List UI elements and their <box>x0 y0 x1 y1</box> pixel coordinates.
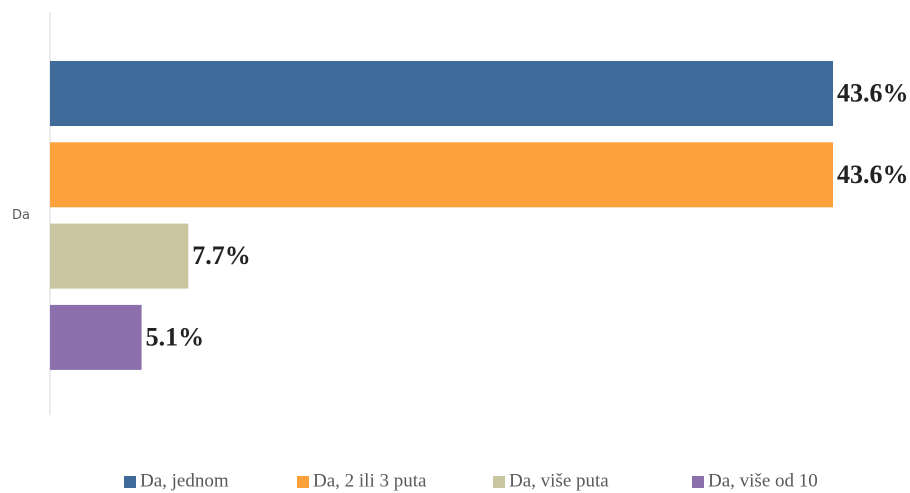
data-label: 5.1% <box>146 322 205 351</box>
legend-label: Da, više puta <box>509 470 609 491</box>
category-label: Da <box>12 208 30 223</box>
data-label: 43.6% <box>837 78 909 107</box>
data-label: 7.7% <box>192 241 251 270</box>
bar <box>50 304 142 370</box>
bar <box>50 223 189 289</box>
legend-label: Da, jednom <box>140 470 229 491</box>
legend-swatch <box>692 476 704 488</box>
legend-label: Da, 2 ili 3 puta <box>313 470 427 491</box>
bar <box>50 142 833 208</box>
legend-label: Da, više od 10 <box>708 470 818 491</box>
bar <box>50 61 833 126</box>
legend-swatch <box>124 476 136 488</box>
legend-swatch <box>493 476 505 488</box>
legend-swatch <box>297 476 309 488</box>
data-label: 43.6% <box>837 160 909 189</box>
